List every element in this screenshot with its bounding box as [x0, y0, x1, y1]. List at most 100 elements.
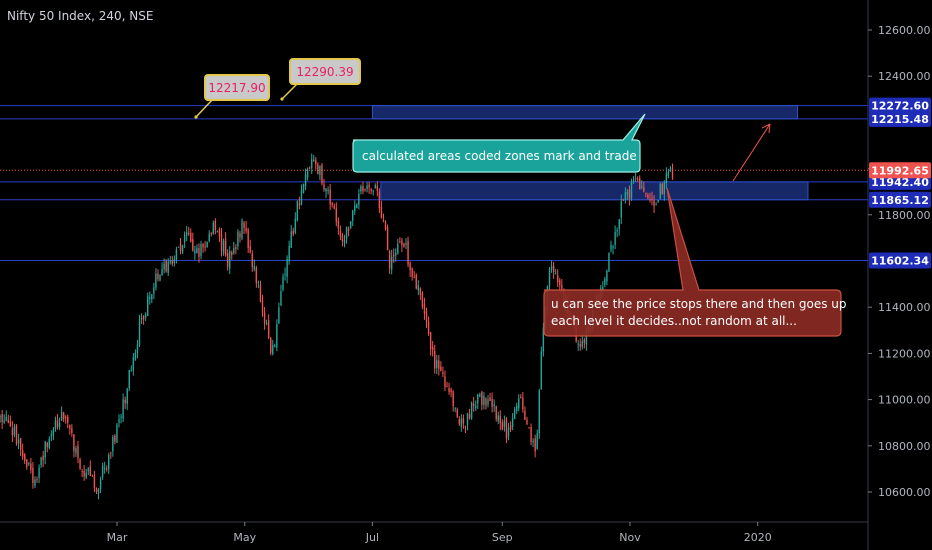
candle-body	[641, 186, 643, 188]
candle-body	[503, 420, 506, 428]
callout-bottom-text-line1: u can see the price stops there and then…	[551, 297, 847, 311]
candle-body	[481, 391, 483, 405]
candle-body	[204, 246, 206, 248]
zone-rect[interactable]	[371, 105, 799, 120]
candle-body	[561, 284, 563, 289]
candle-body	[479, 394, 481, 397]
candle-body	[79, 459, 81, 469]
candle-body	[501, 422, 504, 430]
candle-body	[460, 418, 463, 427]
level-badge-text: 11602.34	[871, 254, 929, 267]
candle-body	[255, 267, 258, 284]
candle-body	[265, 323, 268, 325]
candle-body	[663, 182, 666, 195]
candle-body	[559, 280, 561, 286]
candle-body	[370, 189, 372, 191]
candle-body	[399, 242, 401, 244]
candle-body	[233, 248, 235, 254]
price-axis[interactable]: 10600.00 10800.00 11000.00 11200.00 11400.00…	[868, 24, 931, 499]
candle-body	[337, 220, 340, 229]
candle-body	[304, 174, 307, 187]
candle-body	[491, 398, 493, 407]
coded-zones[interactable]	[371, 105, 809, 201]
candle-body	[626, 192, 629, 195]
candle-body	[270, 337, 272, 353]
candle-body	[34, 479, 36, 486]
symbol-title: Nifty 50 Index, 240, NSE	[7, 9, 153, 23]
candle-body	[77, 445, 79, 459]
candle-body	[335, 208, 338, 222]
candle-body	[202, 244, 204, 248]
candle-body	[298, 203, 301, 206]
candle-body	[579, 344, 581, 347]
candle-body	[610, 245, 612, 250]
candle-body	[315, 159, 317, 165]
candle-body	[489, 397, 491, 402]
candle-body	[628, 189, 631, 199]
price-tick-label: 10800.00	[878, 440, 931, 453]
callout-top-box[interactable]	[352, 113, 646, 173]
candle-body	[142, 315, 145, 320]
candle-body	[339, 230, 342, 237]
candle-body	[434, 350, 436, 369]
candle-body	[194, 250, 196, 254]
candle-body	[530, 426, 532, 443]
candle-body	[509, 425, 512, 430]
candle-body	[30, 463, 32, 470]
candle-body	[306, 168, 309, 178]
candle-body	[624, 192, 627, 201]
price-badge-bg[interactable]	[869, 162, 931, 179]
candle-body	[38, 467, 40, 478]
note-right-box[interactable]	[289, 58, 361, 85]
candle-body	[165, 261, 167, 272]
level-badge-bg[interactable]	[869, 97, 931, 114]
candle-body	[272, 345, 274, 354]
candle-body	[636, 178, 639, 180]
candle-body	[452, 391, 454, 407]
candle-body	[405, 242, 407, 246]
callout-top-text: calculated areas coded zones mark and tr…	[362, 149, 637, 163]
candle-body	[60, 412, 63, 421]
level-badge-bg[interactable]	[869, 191, 931, 208]
candle-body	[606, 270, 608, 282]
candle-body	[101, 465, 104, 478]
level-badge-bg[interactable]	[869, 252, 931, 269]
note-left-box[interactable]	[204, 74, 270, 101]
candle-body	[42, 455, 44, 461]
candle-body	[333, 205, 335, 209]
candle-body	[36, 479, 38, 481]
candle-body	[323, 184, 325, 190]
level-badge-bg[interactable]	[869, 110, 931, 127]
candle-body	[540, 351, 543, 390]
candle-body	[136, 344, 139, 354]
candle-body	[261, 300, 264, 313]
time-axis[interactable]: Mar May Jul Sep Nov 2020	[107, 522, 772, 544]
candle-body	[347, 228, 350, 231]
callout-bottom-box[interactable]	[543, 187, 842, 337]
candle-body	[220, 233, 223, 251]
candle-body	[345, 227, 348, 239]
candle-body	[499, 415, 502, 424]
candle-body	[442, 372, 444, 374]
note-left-pointer	[195, 98, 214, 118]
candle-body	[106, 468, 108, 470]
candle-body	[475, 405, 477, 409]
candle-body	[95, 488, 98, 492]
candle-body	[75, 447, 77, 454]
candle-body	[577, 343, 579, 345]
candle-body	[354, 205, 356, 212]
candle-body	[497, 415, 499, 422]
zone-rect[interactable]	[380, 181, 809, 201]
candle-body	[669, 167, 672, 169]
candle-body	[108, 454, 110, 470]
candle-body	[485, 398, 487, 406]
candle-body	[651, 198, 653, 200]
candle-body	[378, 191, 381, 209]
candle-body	[278, 307, 280, 324]
candle-body	[112, 436, 114, 452]
candle-body	[62, 412, 65, 420]
annotations[interactable]: 12217.90 12290.39 calculated areas coded z…	[194, 58, 847, 337]
candle-body	[612, 247, 614, 249]
candle-body	[311, 159, 313, 169]
